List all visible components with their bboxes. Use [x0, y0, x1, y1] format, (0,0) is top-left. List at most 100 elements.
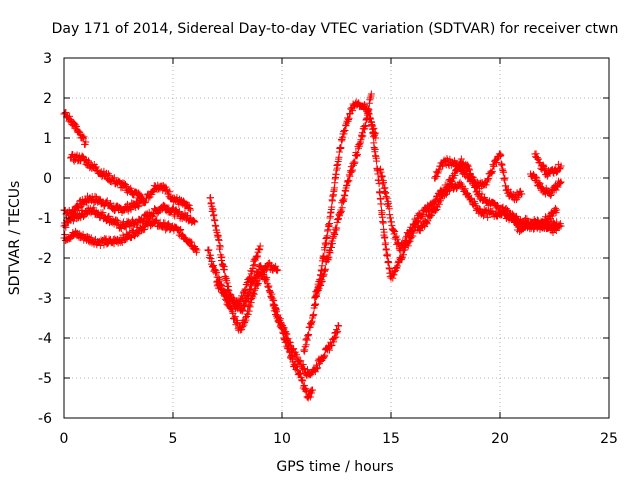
data-point: [307, 370, 315, 378]
data-point: [122, 235, 130, 243]
data-point: [488, 167, 496, 175]
data-point: [419, 210, 427, 218]
data-point: [71, 121, 79, 129]
data-point: [547, 190, 555, 198]
data-point: [392, 233, 400, 241]
data-point: [431, 174, 439, 182]
data-point: [511, 213, 519, 221]
y-tick-label: 1: [43, 131, 52, 147]
data-point: [533, 154, 541, 162]
data-point: [233, 316, 241, 324]
data-point: [320, 353, 328, 361]
data-point: [551, 204, 559, 212]
data-point: [215, 274, 223, 282]
data-point: [311, 294, 319, 302]
data-point: [518, 190, 526, 198]
data-point: [353, 150, 361, 158]
data-point: [353, 152, 361, 160]
data-point: [245, 307, 253, 315]
data-point: [532, 150, 540, 158]
data-point: [188, 238, 196, 246]
data-point: [263, 274, 271, 282]
data-point: [141, 225, 149, 233]
data-point: [253, 252, 261, 260]
data-point: [256, 242, 264, 250]
data-point: [384, 252, 392, 260]
data-point: [457, 155, 465, 163]
data-point: [100, 241, 108, 249]
data-point: [497, 151, 505, 159]
data-point: [134, 203, 142, 211]
data-point: [190, 217, 198, 225]
data-point: [389, 274, 397, 282]
axis-ticks: [63, 57, 610, 419]
data-point: [380, 228, 388, 236]
data-point: [293, 353, 301, 361]
data-point: [343, 178, 351, 186]
data-point: [142, 198, 150, 206]
data-point: [291, 362, 299, 370]
data-point: [228, 308, 236, 316]
data-point: [461, 185, 469, 193]
data-point: [249, 264, 257, 272]
data-point: [482, 181, 490, 189]
data-point: [283, 330, 291, 338]
data-point: [437, 195, 445, 203]
data-point: [82, 138, 90, 146]
data-point: [206, 194, 214, 202]
data-point: [312, 300, 320, 308]
data-point: [249, 262, 257, 270]
data-point: [246, 274, 254, 282]
data-point: [557, 178, 565, 186]
data-point: [553, 206, 561, 214]
data-point: [310, 311, 318, 319]
data-point: [309, 386, 317, 394]
data-point: [297, 357, 305, 365]
data-point: [317, 282, 325, 290]
data-point: [205, 246, 213, 254]
data-point: [556, 179, 564, 187]
data-point: [286, 338, 294, 346]
y-tick-label: -6: [38, 411, 52, 427]
data-point: [272, 262, 280, 270]
data-point: [334, 321, 342, 329]
data-point: [338, 204, 346, 212]
data-point: [78, 152, 86, 160]
data-point: [467, 194, 475, 202]
data-point: [300, 364, 308, 372]
data-point: [392, 232, 400, 240]
data-point: [208, 258, 216, 266]
data-point: [277, 318, 285, 326]
data-point: [345, 114, 353, 122]
data-point: [532, 174, 540, 182]
data-point: [383, 194, 391, 202]
data-point: [311, 293, 319, 301]
data-point: [238, 326, 246, 334]
data-point: [122, 223, 130, 231]
data-point: [380, 178, 388, 186]
data-point: [148, 190, 156, 198]
data-point: [496, 208, 504, 216]
data-point: [61, 231, 69, 239]
data-point: [299, 361, 307, 369]
data-point: [226, 304, 234, 312]
data-point: [337, 144, 345, 152]
data-point: [433, 172, 441, 180]
data-point: [539, 161, 547, 169]
data-point: [319, 354, 327, 362]
data-point: [464, 161, 472, 169]
data-point: [253, 253, 261, 261]
data-point: [381, 233, 389, 241]
data-point: [80, 133, 88, 141]
data-point: [99, 209, 107, 217]
data-point: [346, 172, 354, 180]
data-point: [379, 219, 387, 227]
data-point: [501, 174, 509, 182]
data-point: [290, 345, 298, 353]
data-point: [312, 292, 320, 300]
data-point: [87, 234, 95, 242]
data-point: [110, 174, 118, 182]
data-point: [79, 134, 87, 142]
y-tick-label: -2: [38, 251, 52, 267]
